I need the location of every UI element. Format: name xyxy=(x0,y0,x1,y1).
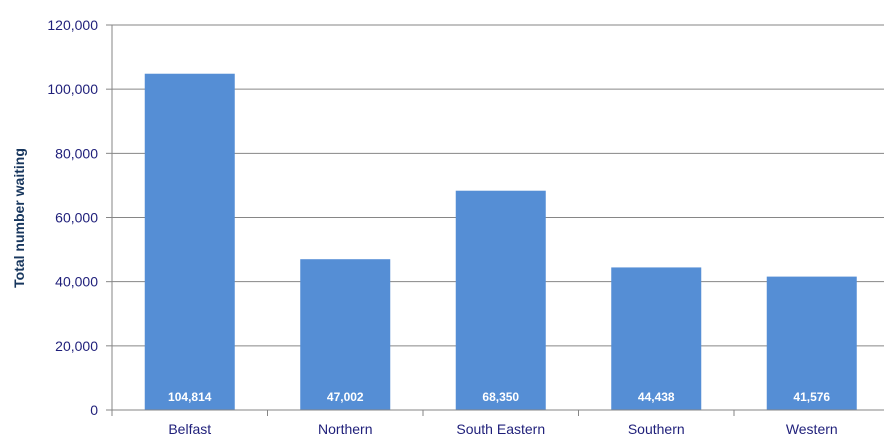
x-category-label: Belfast xyxy=(168,421,211,437)
bar-northern xyxy=(300,259,391,410)
data-label: 47,002 xyxy=(327,390,364,404)
x-category-label: Western xyxy=(786,421,838,437)
y-tick-label: 20,000 xyxy=(55,338,98,354)
x-category-label: Southern xyxy=(628,421,685,437)
x-category-label: South Eastern xyxy=(456,421,545,437)
data-label: 44,438 xyxy=(638,390,675,404)
data-label: 68,350 xyxy=(482,390,519,404)
data-label: 104,814 xyxy=(168,390,212,404)
axes xyxy=(106,24,884,416)
labels: 0 20,000 40,000 60,000 80,000 100,000 120,000 1… xyxy=(47,17,837,437)
bar-belfast xyxy=(144,73,235,411)
y-tick-label: 80,000 xyxy=(55,145,98,161)
bar-south-eastern xyxy=(455,190,546,410)
y-axis-title: Total number waiting xyxy=(11,148,27,288)
y-tick-label: 100,000 xyxy=(47,81,98,97)
y-tick-label: 120,000 xyxy=(47,17,98,33)
y-tick-label: 0 xyxy=(90,402,98,418)
bar-southern xyxy=(611,267,702,410)
bar-western xyxy=(766,276,857,410)
y-tick-label: 40,000 xyxy=(55,274,98,290)
x-category-label: Northern xyxy=(318,421,372,437)
data-label: 41,576 xyxy=(793,390,830,404)
bars xyxy=(144,73,857,411)
y-tick-label: 60,000 xyxy=(55,210,98,226)
